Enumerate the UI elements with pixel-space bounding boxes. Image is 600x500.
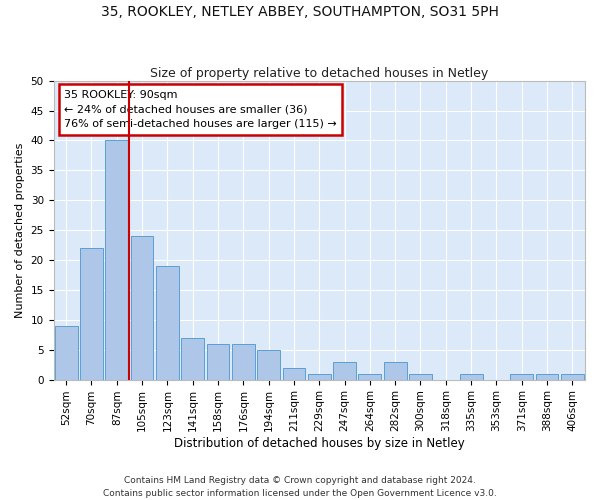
- Bar: [511, 374, 533, 380]
- Bar: [333, 362, 356, 380]
- Bar: [384, 362, 407, 380]
- Text: 35, ROOKLEY, NETLEY ABBEY, SOUTHAMPTON, SO31 5PH: 35, ROOKLEY, NETLEY ABBEY, SOUTHAMPTON, …: [101, 5, 499, 19]
- Bar: [206, 344, 229, 380]
- Bar: [156, 266, 179, 380]
- Bar: [131, 236, 154, 380]
- Bar: [55, 326, 77, 380]
- Bar: [358, 374, 381, 380]
- Bar: [561, 374, 584, 380]
- Bar: [409, 374, 432, 380]
- Bar: [460, 374, 482, 380]
- Bar: [257, 350, 280, 380]
- Bar: [308, 374, 331, 380]
- Bar: [232, 344, 255, 380]
- Text: Contains HM Land Registry data © Crown copyright and database right 2024.
Contai: Contains HM Land Registry data © Crown c…: [103, 476, 497, 498]
- Bar: [536, 374, 559, 380]
- Text: 35 ROOKLEY: 90sqm
← 24% of detached houses are smaller (36)
76% of semi-detached: 35 ROOKLEY: 90sqm ← 24% of detached hous…: [64, 90, 337, 129]
- Bar: [106, 140, 128, 380]
- Bar: [80, 248, 103, 380]
- Y-axis label: Number of detached properties: Number of detached properties: [15, 142, 25, 318]
- X-axis label: Distribution of detached houses by size in Netley: Distribution of detached houses by size …: [174, 437, 464, 450]
- Bar: [181, 338, 204, 380]
- Title: Size of property relative to detached houses in Netley: Size of property relative to detached ho…: [150, 66, 488, 80]
- Bar: [283, 368, 305, 380]
